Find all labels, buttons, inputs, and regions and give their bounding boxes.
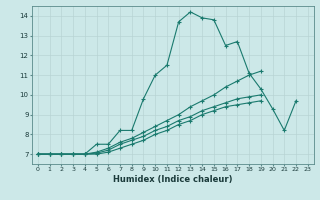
X-axis label: Humidex (Indice chaleur): Humidex (Indice chaleur) — [113, 175, 233, 184]
